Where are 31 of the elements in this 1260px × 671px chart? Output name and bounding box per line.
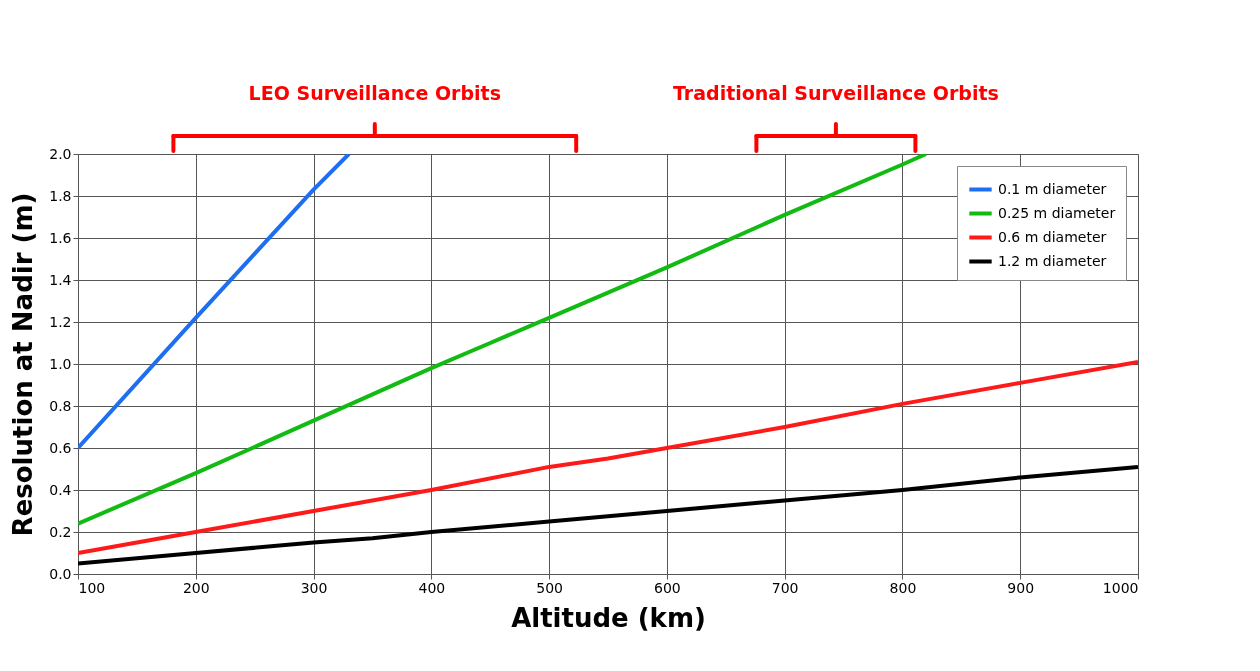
y-tick-label: 0.4 bbox=[49, 481, 72, 498]
y-tick-label: 0.0 bbox=[49, 565, 72, 582]
x-tick-label: 600 bbox=[654, 579, 681, 596]
legend-label: 0.25 m diameter bbox=[998, 204, 1116, 221]
x-tick-label: 1000 bbox=[1102, 579, 1139, 596]
x-tick-label: 500 bbox=[536, 579, 563, 596]
x-tick-label: 100 bbox=[78, 579, 106, 596]
legend-label: 0.1 m diameter bbox=[998, 180, 1107, 197]
legend-label: 0.6 m diameter bbox=[998, 228, 1107, 245]
x-tick-label: 200 bbox=[182, 579, 210, 596]
y-axis-title: Resolution at Nadir (m) bbox=[8, 192, 39, 537]
y-tick-label: 2.0 bbox=[49, 145, 72, 162]
line-series bbox=[78, 154, 928, 526]
y-tick-label: 0.6 bbox=[49, 439, 72, 456]
y-tick-label: 1.8 bbox=[49, 187, 72, 204]
y-tick-label: 1.0 bbox=[49, 355, 72, 372]
y-tick-label: 1.6 bbox=[49, 229, 72, 246]
text: LEO Surveillance Orbits bbox=[248, 82, 501, 104]
y-tick-label: 0.8 bbox=[49, 397, 72, 414]
x-tick-label: 700 bbox=[771, 579, 799, 596]
x-tick-label: 900 bbox=[1007, 579, 1035, 596]
y-tick-label: 1.4 bbox=[49, 271, 72, 288]
line-series bbox=[78, 154, 351, 450]
x-tick-label: 400 bbox=[418, 579, 446, 596]
x-axis-title: Altitude (km) bbox=[511, 602, 706, 633]
x-tick-label: 300 bbox=[300, 579, 328, 596]
y-tick-label: 0.2 bbox=[49, 523, 72, 540]
y-tick-label: 1.2 bbox=[49, 313, 72, 330]
x-tick-label: 800 bbox=[889, 579, 917, 596]
legend-label: 1.2 m diameter bbox=[998, 252, 1107, 269]
text: Traditional Surveillance Orbits bbox=[672, 82, 999, 104]
